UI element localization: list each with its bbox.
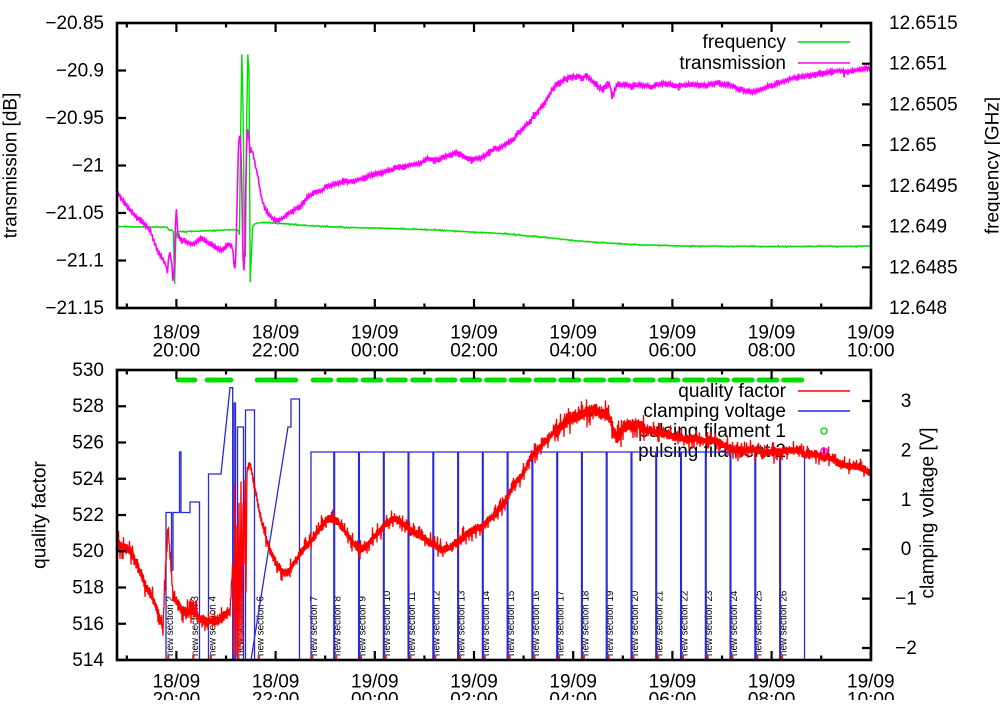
svg-text:04:00: 04:00: [549, 690, 597, 701]
svg-text:12.6505: 12.6505: [889, 94, 958, 115]
svg-text:08:00: 08:00: [748, 690, 796, 701]
svg-text:522: 522: [72, 505, 104, 526]
svg-text:516: 516: [72, 614, 104, 635]
svg-text:00:00: 00:00: [351, 341, 399, 362]
svg-text:00:00: 00:00: [351, 690, 399, 701]
svg-text:transmission: transmission: [679, 53, 786, 74]
svg-text:20:00: 20:00: [153, 341, 201, 362]
svg-text:22:00: 22:00: [252, 690, 300, 701]
svg-text:1: 1: [901, 490, 912, 511]
svg-text:22:00: 22:00: [252, 341, 300, 362]
svg-text:transmission [dB]: transmission [dB]: [1, 93, 22, 239]
svg-text:06:00: 06:00: [649, 341, 697, 362]
svg-text:12.6495: 12.6495: [889, 176, 958, 197]
svg-text:08:00: 08:00: [748, 341, 796, 362]
svg-text:518: 518: [72, 578, 104, 599]
svg-text:12.649: 12.649: [889, 217, 947, 238]
svg-text:12.6485: 12.6485: [889, 257, 958, 278]
svg-text:12.648: 12.648: [889, 298, 947, 319]
svg-text:526: 526: [72, 433, 104, 454]
svg-text:2: 2: [901, 440, 912, 461]
svg-text:02:00: 02:00: [450, 690, 498, 701]
svg-text:−1: −1: [895, 589, 917, 610]
svg-text:−20.95: −20.95: [45, 108, 104, 129]
svg-text:frequency [GHz]: frequency [GHz]: [983, 97, 1000, 234]
svg-text:−21.15: −21.15: [45, 298, 104, 319]
svg-text:clamping voltage: clamping voltage: [643, 401, 786, 422]
svg-text:−2: −2: [895, 638, 917, 659]
svg-text:12.6515: 12.6515: [889, 13, 958, 34]
svg-text:20:00: 20:00: [153, 690, 201, 701]
svg-text:10:00: 10:00: [847, 690, 895, 701]
svg-text:clamping voltage [V]: clamping voltage [V]: [918, 427, 939, 598]
svg-text:−20.9: −20.9: [56, 61, 104, 82]
svg-text:−21.05: −21.05: [45, 203, 104, 224]
svg-text:frequency: frequency: [703, 32, 787, 53]
svg-text:02:00: 02:00: [450, 341, 498, 362]
svg-text:0: 0: [901, 539, 912, 560]
svg-text:−21.1: −21.1: [56, 251, 104, 272]
svg-text:12.651: 12.651: [889, 54, 947, 75]
svg-text:520: 520: [72, 541, 104, 562]
svg-text:04:00: 04:00: [549, 341, 597, 362]
svg-text:quality factor: quality factor: [30, 460, 51, 568]
svg-text:quality factor: quality factor: [678, 381, 786, 402]
svg-text:−20.85: −20.85: [45, 13, 104, 34]
svg-text:−21: −21: [72, 156, 104, 177]
svg-text:12.65: 12.65: [889, 135, 937, 156]
svg-text:10:00: 10:00: [847, 341, 895, 362]
svg-text:06:00: 06:00: [649, 690, 697, 701]
svg-text:530: 530: [72, 360, 104, 381]
svg-text:524: 524: [72, 469, 104, 490]
svg-text:514: 514: [72, 650, 104, 671]
svg-text:528: 528: [72, 396, 104, 417]
svg-text:3: 3: [901, 391, 912, 412]
